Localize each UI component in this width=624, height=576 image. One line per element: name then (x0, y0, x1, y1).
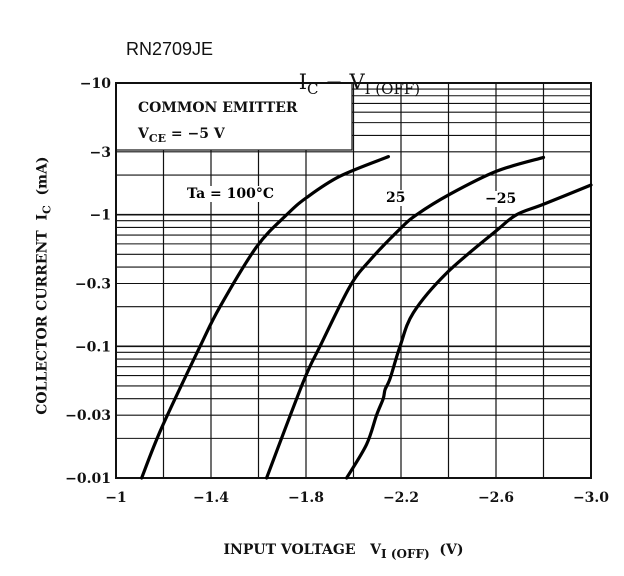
part-number: RN2709JE (126, 39, 214, 59)
x-label-sub: I (OFF) (381, 546, 430, 561)
x-tick-label: −1.4 (193, 490, 229, 506)
x-tick-label: −3.0 (573, 490, 609, 506)
series-line-25 (345, 183, 593, 480)
y-tick-label: −0.03 (65, 408, 111, 424)
y-tick-label: −0.01 (65, 471, 111, 487)
conditions-box: COMMON EMITTER VCE = −5 V (138, 95, 298, 152)
conditions-line2: VCE = −5 V (138, 121, 298, 152)
x-tick-label: −1.8 (288, 490, 324, 506)
y-axis-label: COLLECTOR CURRENT IC (mA) (19, 145, 70, 445)
series-label-100: Ta = 100°C (184, 186, 277, 202)
y-label-unit: (mA) (34, 156, 51, 196)
x-tick-label: −2.6 (478, 490, 514, 506)
series-label-minus25: −25 (485, 191, 517, 207)
vce-sub: CE (148, 131, 167, 145)
series-line-25 (264, 155, 546, 480)
x-label-sym: V (370, 542, 382, 558)
x-label-unit: (V) (439, 542, 464, 558)
x-label-text: INPUT VOLTAGE (223, 542, 356, 558)
conditions-box-border (115, 82, 353, 151)
x-tick-label: −2.2 (383, 490, 419, 506)
y-label-sym: I (34, 213, 51, 221)
conditions-line1: COMMON EMITTER (138, 100, 298, 116)
y-tick-label: −0.3 (75, 277, 111, 293)
y-label-sub: C (40, 205, 54, 214)
title-ic-sub: C (307, 80, 319, 99)
x-tick-label: −1 (105, 490, 126, 506)
y-tick-label: −1 (90, 208, 111, 224)
y-tick-label: −0.1 (75, 339, 111, 355)
y-tick-label: −3 (90, 145, 111, 161)
vce-sym: V (138, 126, 149, 142)
x-axis-label: INPUT VOLTAGE VI (OFF) (V) (204, 526, 464, 576)
y-tick-label: −10 (80, 76, 111, 92)
vce-value: = −5 V (166, 126, 225, 142)
y-label-text: COLLECTOR CURRENT (34, 230, 51, 415)
plot-frame (115, 82, 592, 479)
series-line-ta100c (140, 155, 391, 480)
series-label-25: 25 (386, 190, 406, 206)
